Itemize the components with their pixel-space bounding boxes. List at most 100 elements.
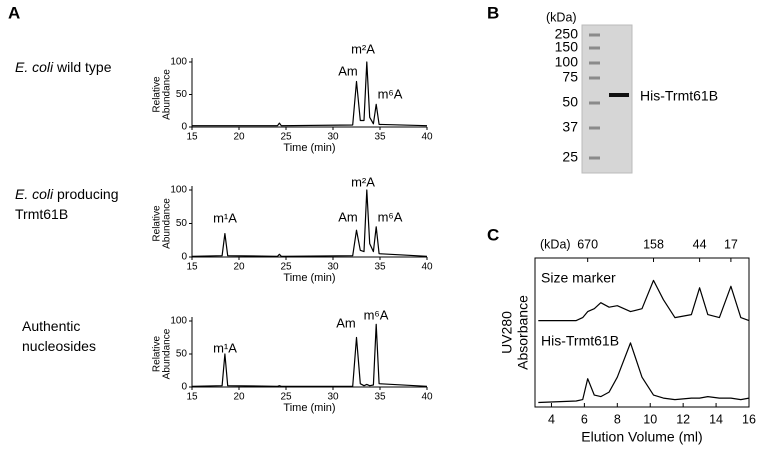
sample-text: producing — [57, 186, 119, 202]
x-tick-label: 12 — [676, 412, 690, 426]
x-tick-label: 20 — [233, 392, 245, 403]
x-tick-label: 15 — [186, 262, 198, 273]
x-tick-label: 35 — [374, 262, 386, 273]
ladder-band — [589, 126, 600, 130]
top-tick-label: 670 — [577, 237, 598, 251]
marker-label: 250 — [555, 26, 579, 42]
top-tick-label: 17 — [724, 237, 738, 251]
ladder-band — [589, 61, 600, 65]
gel-unit: (kDa) — [546, 10, 577, 24]
series-label: Size marker — [541, 270, 616, 286]
y-axis-label: Relative — [152, 336, 163, 373]
x-axis-label: Elution Volume (ml) — [581, 429, 702, 445]
x-tick-label: 40 — [421, 392, 433, 403]
peak-label: m⁶A — [378, 86, 403, 101]
sample-text: nucleosides — [22, 338, 96, 354]
y-tick-label: 100 — [170, 316, 187, 327]
plot-frame — [534, 257, 750, 408]
sample-label: nucleosides — [22, 338, 96, 354]
peak-label: m²A — [351, 41, 375, 56]
y-tick-label: 50 — [176, 218, 188, 229]
trace — [191, 323, 428, 387]
x-tick-label: 40 — [421, 132, 433, 143]
band-label: His-Trmt61B — [640, 88, 718, 104]
peak-label: m²A — [351, 174, 375, 189]
sample-label: E. coli producing — [15, 186, 119, 202]
x-tick-label: 4 — [548, 412, 555, 426]
ladder-band — [589, 46, 600, 50]
x-tick-label: 20 — [233, 262, 245, 273]
trace — [192, 61, 428, 127]
x-tick-label: 30 — [327, 132, 339, 143]
x-tick-label: 15 — [186, 392, 198, 403]
y-tick-label: 50 — [176, 349, 188, 360]
peak-label: m⁶A — [364, 307, 389, 322]
x-tick-label: 35 — [374, 392, 386, 403]
y-axis-label: Absorbance — [515, 295, 531, 370]
x-tick-label: 20 — [233, 132, 245, 143]
y-axis-label: Relative — [152, 205, 163, 242]
trace — [538, 279, 750, 322]
x-tick-label: 25 — [280, 132, 292, 143]
x-tick-label: 10 — [643, 412, 657, 426]
y-axis-label: Relative — [152, 76, 163, 113]
sample-label: E. coli wild type — [15, 59, 112, 75]
top-tick-label: 158 — [643, 237, 664, 251]
peak-label: Am — [338, 63, 358, 78]
x-tick-label: 15 — [186, 132, 198, 143]
y-tick-label: 0 — [181, 122, 187, 133]
ladder-band — [589, 76, 600, 80]
y-axis-label: Abundance — [162, 198, 173, 249]
marker-label: 100 — [555, 54, 579, 70]
species-name: E. coli — [15, 186, 54, 202]
x-tick-label: 30 — [327, 262, 339, 273]
x-axis-label: Time (min) — [283, 142, 335, 154]
x-tick-label: 8 — [614, 412, 621, 426]
species-name: E. coli — [15, 59, 54, 75]
y-tick-label: 100 — [170, 185, 187, 196]
x-tick-label: 25 — [280, 392, 292, 403]
peak-label: m¹A — [213, 340, 237, 355]
panel-label: A — [8, 3, 20, 22]
sample-text: Trmt61B — [15, 206, 68, 222]
trace — [191, 189, 428, 257]
x-axis-label: Time (min) — [283, 402, 335, 414]
peak-label: m¹A — [213, 210, 237, 225]
ladder-band — [589, 156, 600, 160]
x-tick-label: 14 — [709, 412, 723, 426]
ladder-band — [589, 101, 600, 105]
marker-label: 150 — [555, 39, 579, 55]
x-axis-label: Time (min) — [283, 272, 335, 284]
y-tick-label: 100 — [170, 57, 187, 68]
panel-label: C — [487, 225, 499, 244]
y-axis-label: UV280 — [499, 311, 515, 354]
marker-label: 50 — [562, 94, 578, 110]
marker-label: 37 — [562, 119, 578, 135]
trace — [538, 342, 750, 404]
sample-label: Authentic — [22, 318, 80, 334]
peak-label: Am — [336, 315, 356, 330]
series-label: His-Trmt61B — [541, 333, 619, 349]
ladder-band — [589, 33, 600, 37]
sample-text: wild type — [56, 59, 112, 75]
y-tick-label: 50 — [176, 89, 188, 100]
peak-label: m⁶A — [378, 209, 403, 224]
panel-label: B — [487, 3, 499, 22]
top-tick-label: 44 — [693, 237, 707, 251]
y-axis-label: Abundance — [162, 328, 173, 379]
y-tick-label: 0 — [181, 382, 187, 393]
marker-label: 25 — [562, 149, 578, 165]
x-tick-label: 25 — [280, 262, 292, 273]
x-tick-label: 40 — [421, 262, 433, 273]
sample-label: Trmt61B — [15, 206, 68, 222]
top-axis-label: (kDa) — [540, 237, 571, 251]
marker-label: 75 — [562, 69, 578, 85]
gel — [581, 24, 633, 174]
y-tick-label: 0 — [181, 252, 187, 263]
x-tick-label: 35 — [374, 132, 386, 143]
peak-label: Am — [338, 209, 358, 224]
x-tick-label: 30 — [327, 392, 339, 403]
x-tick-label: 6 — [581, 412, 588, 426]
x-tick-label: 16 — [742, 412, 756, 426]
